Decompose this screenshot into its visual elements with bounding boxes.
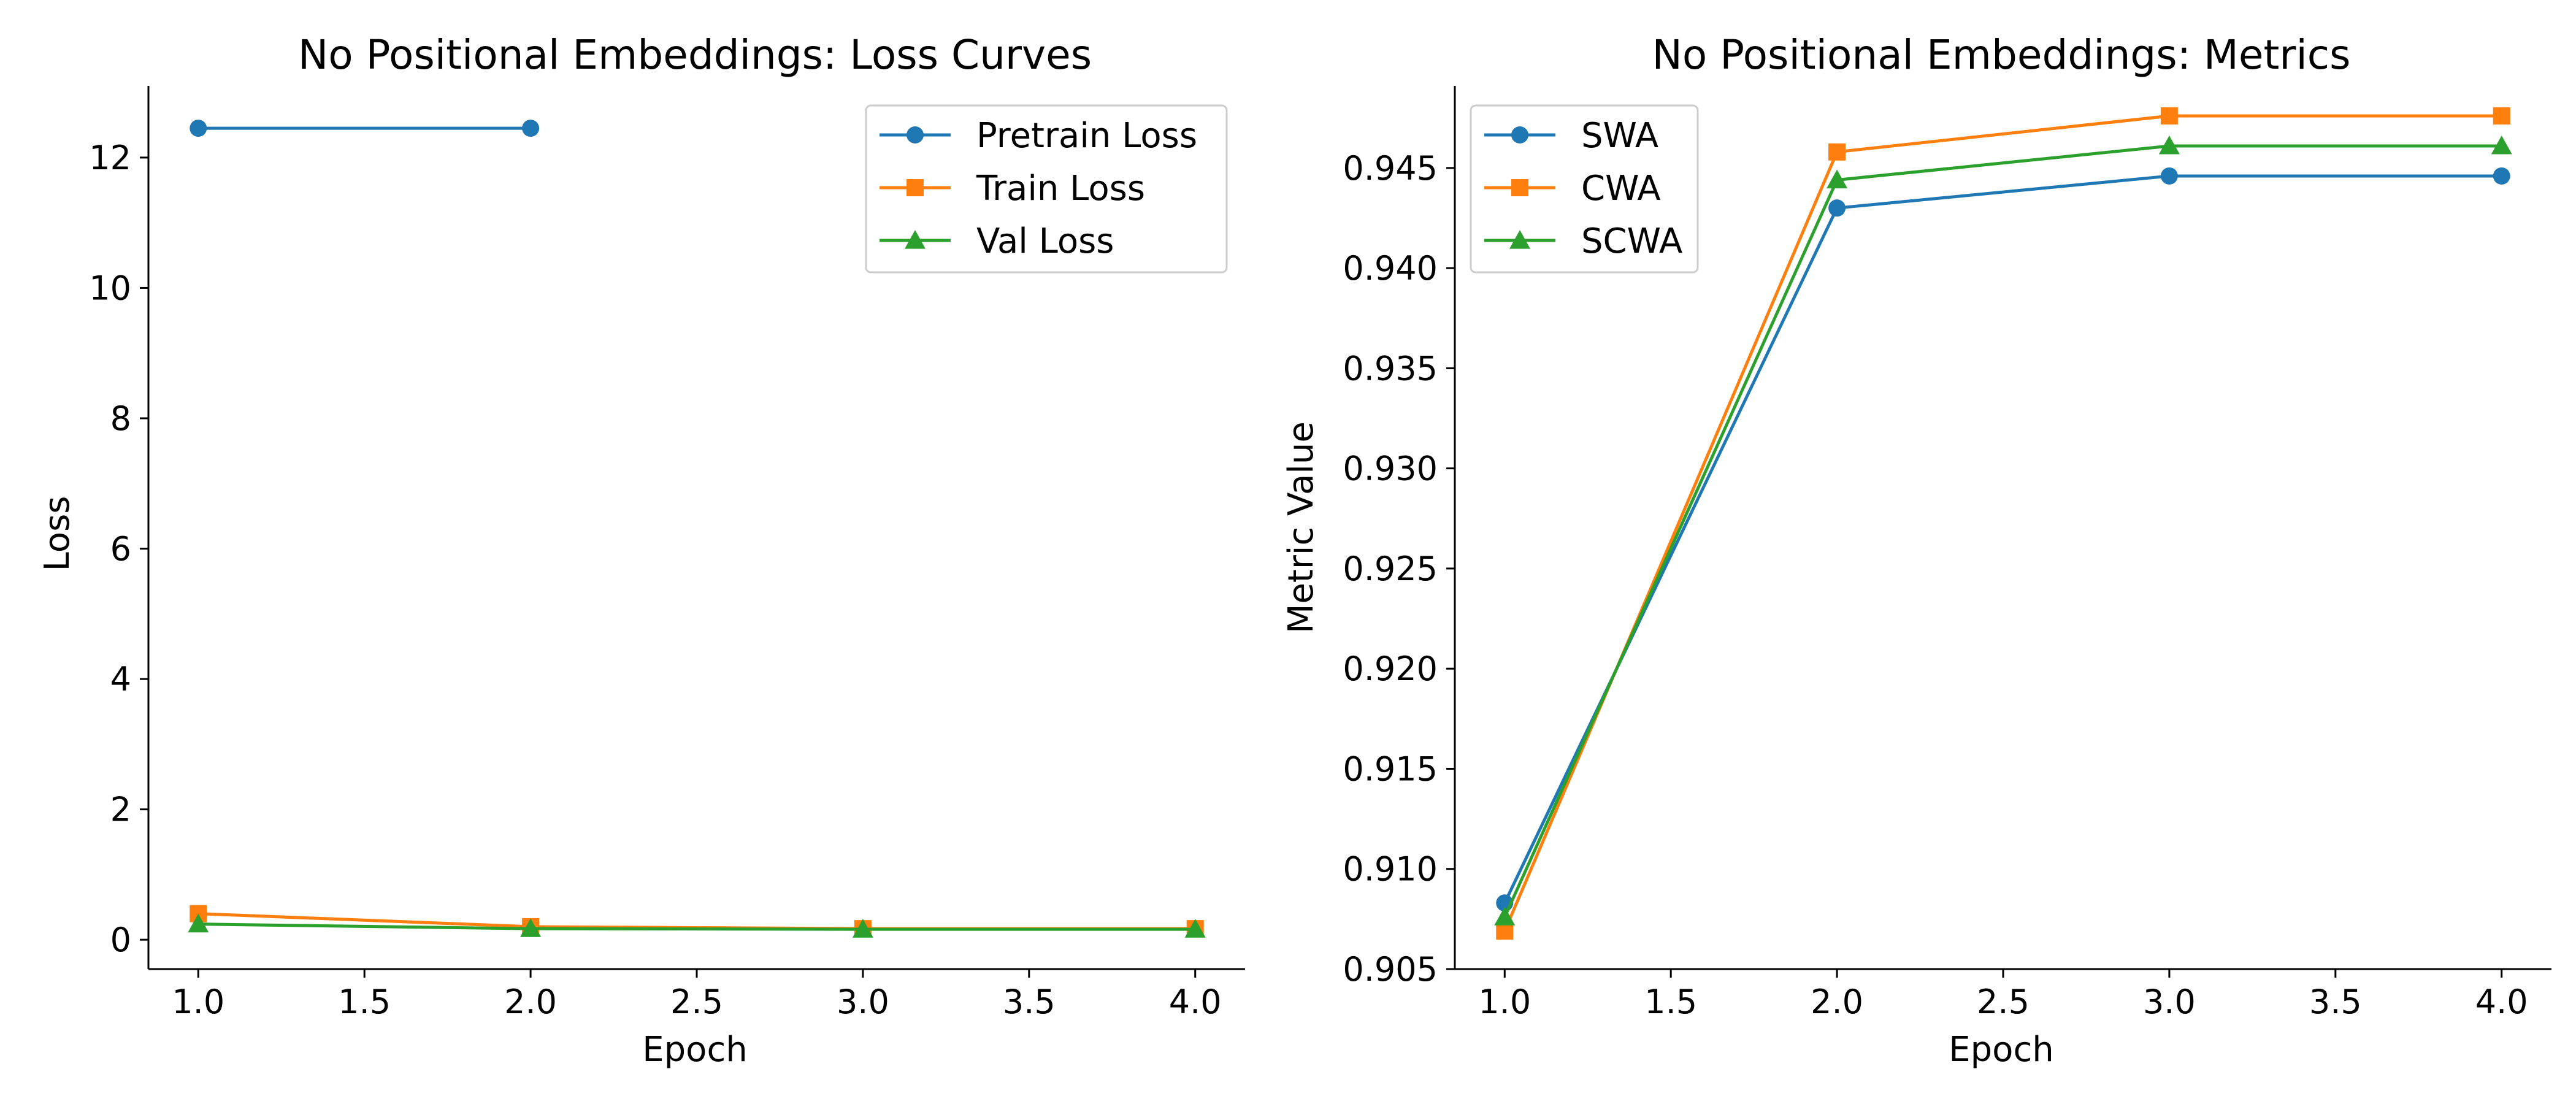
y-tick-label: 0.910 bbox=[1343, 850, 1438, 889]
data-point-cwa bbox=[1828, 143, 1846, 161]
x-tick-label: 3.0 bbox=[837, 983, 889, 1021]
x-tick-label: 3.0 bbox=[2143, 983, 2196, 1021]
y-tick-label: 0.915 bbox=[1343, 749, 1438, 788]
series-line-swa bbox=[1503, 174, 2502, 904]
data-point-scwa bbox=[1827, 169, 1848, 189]
y-tick-label: 0.925 bbox=[1343, 550, 1438, 588]
data-point-cwa bbox=[2160, 107, 2178, 125]
legend-label-val-loss: Val Loss bbox=[976, 221, 1114, 261]
series-swa bbox=[1496, 167, 2510, 912]
metrics-y-ticks: 0.905 0.910 0.915 0.920 0.925 0.930 0.935 0.940… bbox=[1343, 149, 1455, 989]
loss-legend: Pretrain Loss Train Loss Val Loss bbox=[865, 104, 1228, 274]
loss-y-ticks: 0 2 4 6 8 10 12 bbox=[89, 139, 148, 959]
loss-series-layer bbox=[188, 120, 1206, 938]
loss-y-axis-label: Loss bbox=[37, 496, 77, 572]
series-line-scwa bbox=[1503, 144, 2502, 918]
y-tick-label: 4 bbox=[110, 660, 131, 699]
metrics-legend-box bbox=[1470, 104, 1699, 274]
data-point-pretrain-loss bbox=[190, 120, 207, 137]
data-point-cwa bbox=[2493, 107, 2510, 125]
x-tick-label: 2.5 bbox=[1977, 983, 2030, 1021]
legend-marker-train-loss bbox=[907, 179, 924, 196]
legend-label-train-loss: Train Loss bbox=[976, 169, 1145, 209]
x-tick-label: 2.0 bbox=[1811, 983, 1863, 1021]
data-point-val-loss bbox=[520, 918, 542, 937]
legend-marker-val-loss bbox=[905, 230, 926, 249]
data-point-scwa bbox=[1494, 907, 1516, 926]
metrics-legend: SWA CWA SCWA bbox=[1470, 104, 1699, 274]
x-tick-label: 1.0 bbox=[1478, 983, 1531, 1021]
y-tick-label: 0 bbox=[110, 921, 131, 959]
series-line-cwa bbox=[1503, 114, 2502, 932]
y-tick-label: 0.920 bbox=[1343, 650, 1438, 688]
data-point-swa bbox=[1828, 199, 1846, 217]
legend-marker-cwa bbox=[1511, 179, 1528, 196]
y-tick-label: 12 bbox=[89, 139, 131, 177]
series-pretrain-loss bbox=[190, 120, 540, 137]
metrics-series-layer bbox=[1494, 107, 2512, 940]
data-point-scwa bbox=[2158, 135, 2180, 155]
loss-legend-box bbox=[865, 104, 1228, 274]
metrics-x-axis-label: Epoch bbox=[1949, 1030, 2053, 1070]
y-tick-label: 8 bbox=[110, 399, 131, 438]
x-tick-label: 1.5 bbox=[338, 983, 391, 1021]
x-tick-label: 2.5 bbox=[670, 983, 723, 1021]
loss-x-axis-label: Epoch bbox=[642, 1030, 747, 1070]
data-point-swa bbox=[2160, 167, 2178, 185]
x-tick-label: 3.5 bbox=[1003, 983, 1056, 1021]
x-tick-label: 3.5 bbox=[2309, 983, 2362, 1021]
legend-label-scwa: SCWA bbox=[1581, 221, 1682, 261]
legend-label-cwa: CWA bbox=[1581, 169, 1661, 209]
y-tick-label: 0.905 bbox=[1343, 950, 1438, 989]
data-point-pretrain-loss bbox=[522, 120, 540, 137]
loss-curves-panel: No Positional Embeddings: Loss Curves Ep… bbox=[37, 31, 1245, 1070]
legend-marker-scwa bbox=[1509, 230, 1530, 249]
legend-label-swa: SWA bbox=[1581, 116, 1658, 156]
legend-label-pretrain-loss: Pretrain Loss bbox=[976, 116, 1197, 156]
legend-marker-swa bbox=[1511, 126, 1528, 144]
series-val-loss bbox=[188, 913, 1206, 938]
metrics-y-axis-label: Metric Value bbox=[1281, 421, 1321, 634]
y-tick-label: 0.945 bbox=[1343, 149, 1438, 188]
x-tick-label: 4.0 bbox=[1169, 983, 1222, 1021]
y-tick-label: 6 bbox=[110, 530, 131, 569]
x-tick-label: 1.5 bbox=[1644, 983, 1697, 1021]
data-point-val-loss bbox=[852, 919, 873, 938]
legend-marker-pretrain-loss bbox=[907, 126, 924, 144]
series-line-val-loss bbox=[198, 922, 1195, 931]
y-tick-label: 0.930 bbox=[1343, 450, 1438, 488]
y-tick-label: 2 bbox=[110, 791, 131, 829]
loss-chart-title: No Positional Embeddings: Loss Curves bbox=[298, 31, 1092, 79]
data-point-val-loss bbox=[188, 913, 209, 933]
y-tick-label: 0.940 bbox=[1343, 249, 1438, 288]
series-scwa bbox=[1494, 135, 2512, 926]
data-point-scwa bbox=[2491, 135, 2512, 155]
metrics-panel: No Positional Embeddings: Metrics Epoch … bbox=[1281, 31, 2551, 1070]
y-tick-label: 10 bbox=[89, 269, 131, 307]
loss-x-ticks: 1.0 1.5 2.0 2.5 3.0 3.5 4.0 bbox=[172, 969, 1222, 1021]
x-tick-label: 4.0 bbox=[2475, 983, 2528, 1021]
x-tick-label: 2.0 bbox=[504, 983, 557, 1021]
x-tick-label: 1.0 bbox=[172, 983, 224, 1021]
data-point-swa bbox=[2493, 167, 2510, 185]
data-point-val-loss bbox=[1184, 919, 1206, 938]
metrics-x-ticks: 1.0 1.5 2.0 2.5 3.0 3.5 4.0 bbox=[1478, 969, 2528, 1021]
metrics-chart-title: No Positional Embeddings: Metrics bbox=[1652, 31, 2351, 79]
y-tick-label: 0.935 bbox=[1343, 349, 1438, 388]
